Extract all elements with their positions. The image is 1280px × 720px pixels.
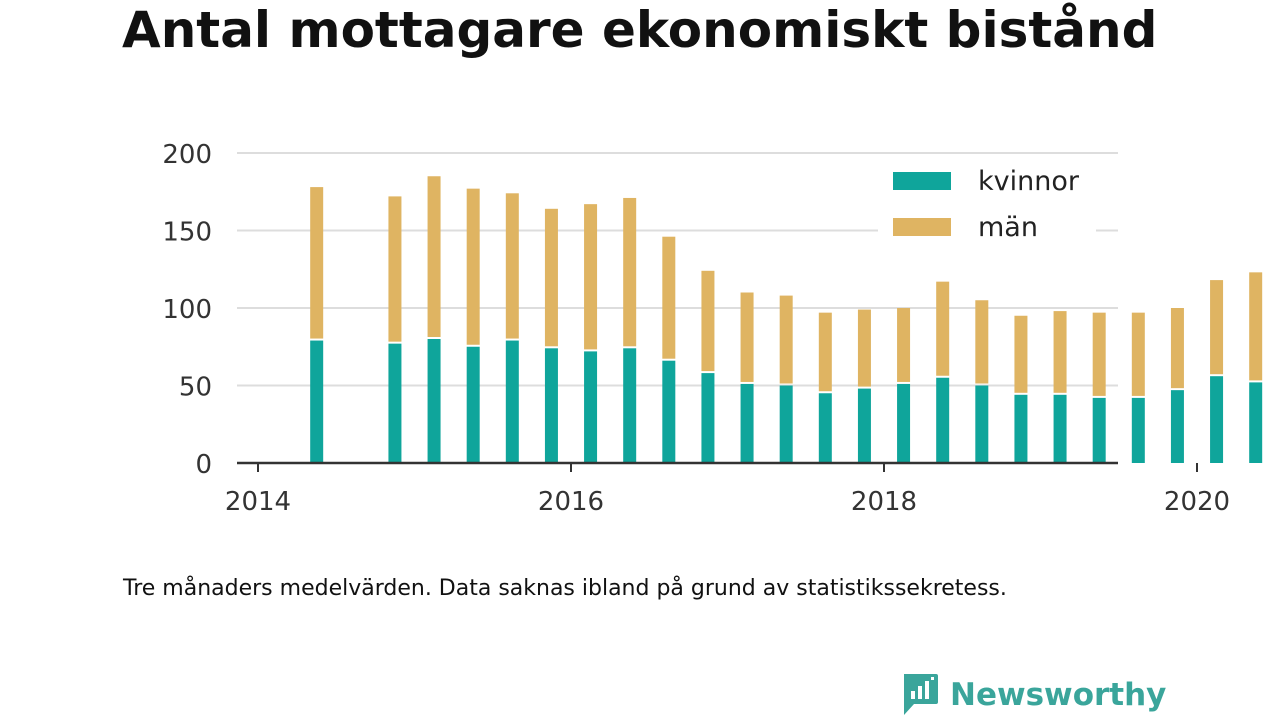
bar-man — [427, 176, 441, 337]
y-tick-label: 150 — [162, 218, 212, 248]
brand-logo: Newsworthy — [900, 670, 1166, 720]
x-tick-label: 2014 — [225, 487, 291, 517]
axes: 050100150200201420162018202020222024 — [162, 140, 1230, 517]
x-tick-label: 2016 — [538, 487, 604, 517]
bar-kvinnor — [857, 388, 871, 463]
bar-kvinnor — [584, 351, 598, 463]
bar-man — [1170, 308, 1184, 389]
brand-name: Newsworthy — [950, 677, 1167, 713]
bar-man — [584, 204, 598, 350]
bar-man — [779, 295, 793, 384]
bar-kvinnor — [1014, 394, 1028, 463]
bar-man — [701, 270, 715, 372]
bar-kvinnor — [975, 385, 989, 463]
bar-kvinnor — [779, 385, 793, 463]
bar-man — [857, 309, 871, 387]
bar-kvinnor — [623, 348, 637, 463]
y-tick-label: 100 — [162, 295, 212, 325]
bar-man — [1014, 315, 1028, 393]
y-tick-label: 200 — [162, 140, 212, 170]
bar-kvinnor — [818, 393, 832, 463]
y-tick-label: 0 — [195, 450, 212, 480]
bar-kvinnor — [1053, 394, 1067, 463]
bar-man — [936, 281, 950, 376]
bar-man — [818, 312, 832, 392]
bar-chart: 050100150200201420162018202020222024 kvi… — [162, 140, 1263, 517]
bar-man — [310, 187, 324, 339]
legend-label: män — [978, 212, 1038, 243]
bar-kvinnor — [897, 383, 911, 463]
chart-note: Tre månaders medelvärden. Data saknas ib… — [123, 576, 1007, 601]
x-tick-label: 2020 — [1164, 487, 1230, 517]
bar-kvinnor — [544, 348, 558, 463]
bar-man — [466, 188, 480, 345]
bar-man — [897, 308, 911, 382]
bar-kvinnor — [662, 360, 676, 463]
bar-kvinnor — [701, 373, 715, 463]
legend-swatch — [893, 172, 951, 190]
x-tick-label: 2018 — [851, 487, 917, 517]
bar-man — [505, 193, 519, 339]
bar-kvinnor — [505, 340, 519, 463]
bar-man — [975, 300, 989, 384]
bar-kvinnor — [388, 343, 402, 463]
bar-kvinnor — [936, 377, 950, 463]
bar-kvinnor — [1131, 397, 1145, 463]
bar-man — [623, 197, 637, 347]
legend-label: kvinnor — [978, 166, 1080, 197]
newsworthy-logo-icon — [904, 674, 938, 715]
bar-kvinnor — [1249, 382, 1263, 463]
bar-kvinnor — [1092, 397, 1106, 463]
bar-kvinnor — [466, 346, 480, 463]
legend-swatch — [893, 218, 951, 236]
bars — [310, 176, 1263, 463]
bar-kvinnor — [310, 340, 324, 463]
bar-kvinnor — [427, 339, 441, 463]
bar-man — [388, 196, 402, 342]
bar-man — [1210, 280, 1224, 375]
chart-title: Antal mottagare ekonomiskt bistånd — [122, 1, 1158, 59]
bar-man — [1053, 311, 1067, 393]
bar-kvinnor — [1210, 376, 1224, 463]
bar-man — [1092, 312, 1106, 396]
legend: kvinnor män — [878, 158, 1096, 243]
bar-man — [544, 208, 558, 347]
bar-man — [1131, 312, 1145, 396]
bar-man — [662, 236, 676, 359]
bar-man — [1249, 272, 1263, 381]
bar-man — [740, 292, 754, 382]
bar-kvinnor — [740, 383, 754, 463]
y-tick-label: 50 — [179, 373, 212, 403]
bar-kvinnor — [1170, 390, 1184, 463]
